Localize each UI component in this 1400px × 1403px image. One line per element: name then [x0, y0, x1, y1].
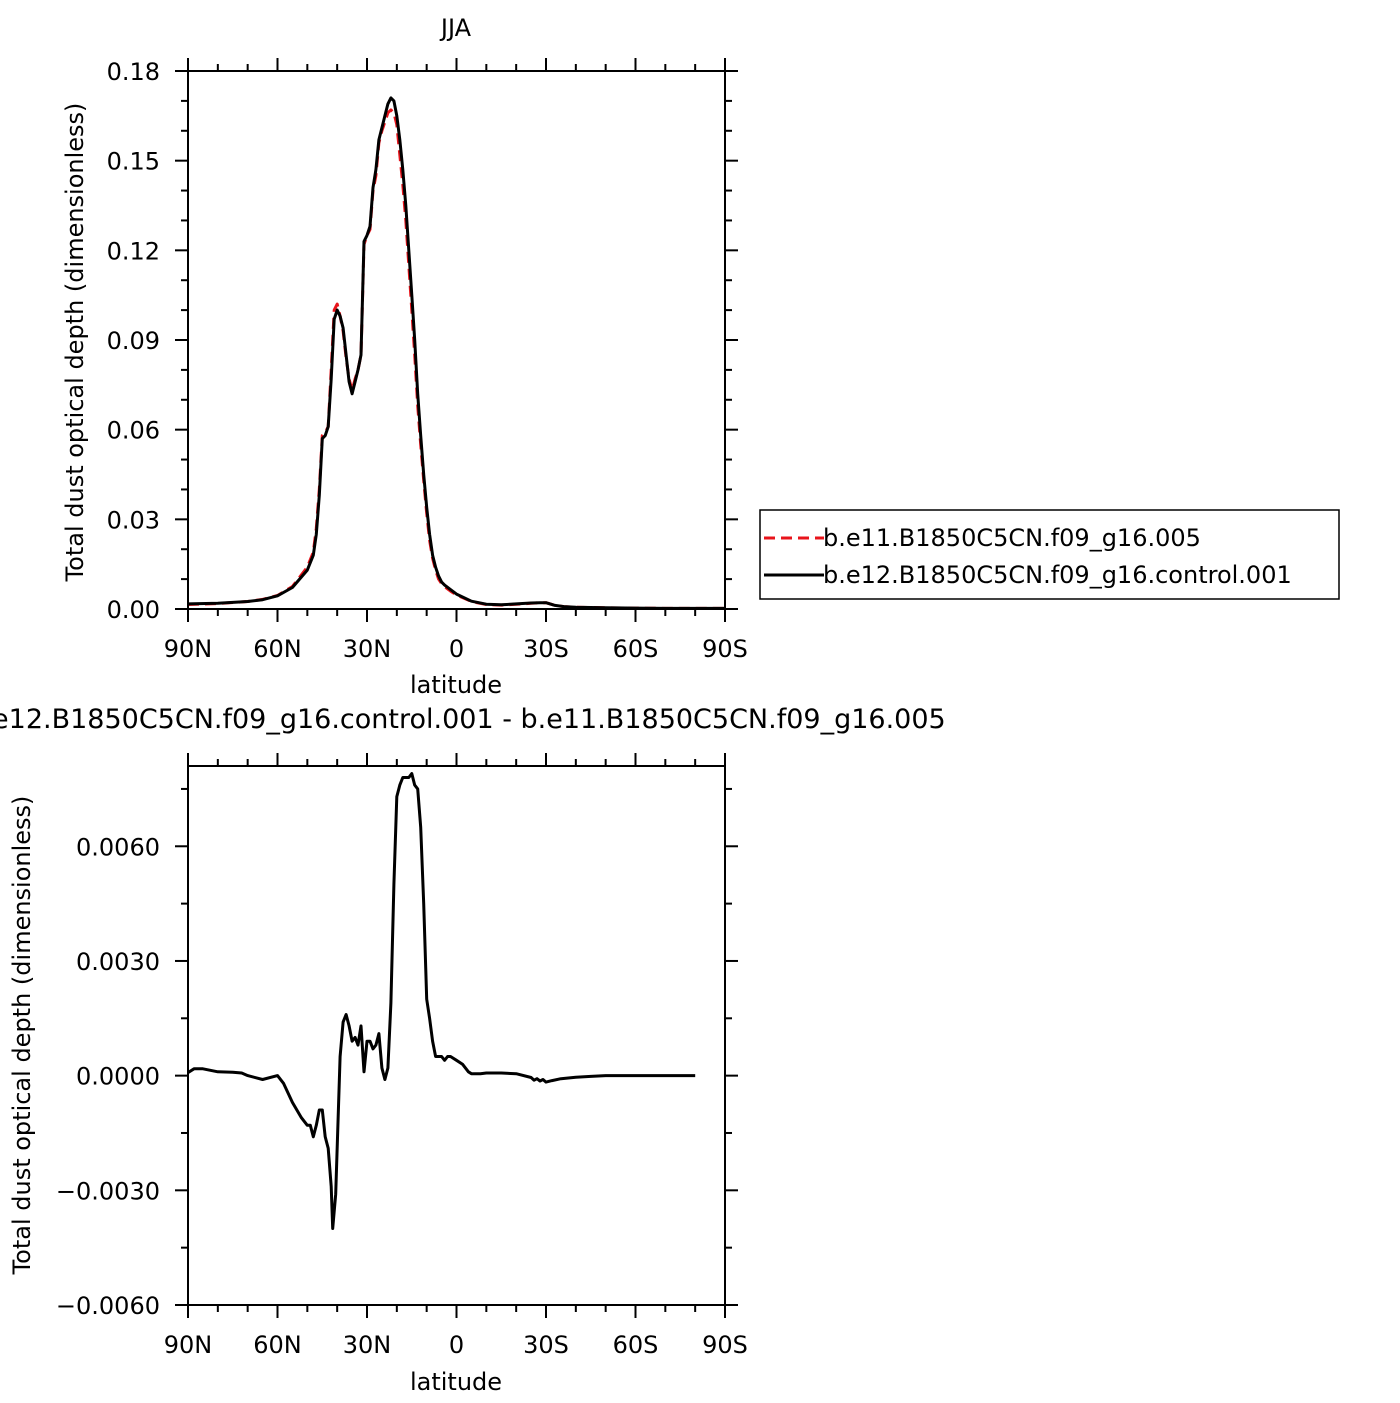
y-tick-label: 0.06: [107, 417, 160, 445]
chart-title-difference: b.e12.B1850C5CN.f09_g16.control.001 - b.…: [0, 704, 946, 735]
x-tick-label: 30N: [343, 1331, 392, 1359]
x-tick-label: 90N: [164, 1331, 213, 1359]
y-tick-label: 0.0060: [76, 833, 160, 861]
x-tick-label: 60N: [253, 1331, 302, 1359]
x-tick-label: 90S: [702, 635, 748, 663]
y-tick-label: 0.0030: [76, 948, 160, 976]
x-axis-label: latitude: [410, 671, 502, 699]
top-chart: JJA Total dust optical depth (dimensionl…: [61, 14, 748, 699]
x-tick-label: 0: [449, 635, 464, 663]
bottom-chart: b.e12.B1850C5CN.f09_g16.control.001 - b.…: [0, 704, 946, 1396]
x-tick-label: 90S: [702, 1331, 748, 1359]
y-tick-label: 0.03: [107, 506, 160, 534]
axis-ticks: 90N 60N 30N 0 30S 60S 90S 0.00 0.03 0.06 0.09 0.12 0…: [107, 58, 748, 663]
series-lines: [187, 772, 696, 1230]
y-tick-label: −0.0030: [56, 1177, 160, 1205]
x-axis-label: latitude: [410, 1368, 502, 1396]
axis-ticks: 90N 60N 30N 0 30S 60S 90S −0.0060 −0.0030 0.0000 0…: [56, 753, 748, 1359]
y-tick-label: 0.00: [107, 596, 160, 624]
chart-title: JJA: [439, 14, 472, 42]
series-lines: [187, 96, 725, 610]
series-line-1: [187, 772, 696, 1230]
y-tick-label: −0.0060: [56, 1292, 160, 1320]
x-tick-label: 60S: [613, 1331, 659, 1359]
x-tick-label: 30S: [523, 635, 569, 663]
x-tick-label: 30S: [523, 1331, 569, 1359]
x-tick-label: 60S: [613, 635, 659, 663]
y-tick-label: 0.0000: [76, 1063, 160, 1091]
legend-label-series-1: b.e11.B1850C5CN.f09_g16.005: [823, 524, 1201, 552]
y-tick-label: 0.18: [107, 58, 160, 86]
legend-box: [759, 509, 1340, 600]
series-line-2: [187, 96, 725, 610]
x-tick-label: 30N: [343, 635, 392, 663]
y-axis-label: Total dust optical depth (dimensionless): [8, 796, 36, 1276]
plot-frame: [187, 70, 726, 610]
x-tick-label: 90N: [164, 635, 213, 663]
x-tick-label: 60N: [253, 635, 302, 663]
y-tick-label: 0.12: [107, 237, 160, 265]
x-tick-label: 0: [449, 1331, 464, 1359]
legend-label-series-2: b.e12.B1850C5CN.f09_g16.control.001: [823, 561, 1292, 589]
legend: b.e11.B1850C5CN.f09_g16.005 b.e12.B1850C…: [759, 509, 1340, 600]
series-line-1: [187, 108, 725, 610]
y-tick-label: 0.09: [107, 327, 160, 355]
y-axis-label: Total dust optical depth (dimensionless): [61, 103, 89, 583]
y-tick-label: 0.15: [107, 148, 160, 176]
plot-frame: [187, 765, 726, 1306]
